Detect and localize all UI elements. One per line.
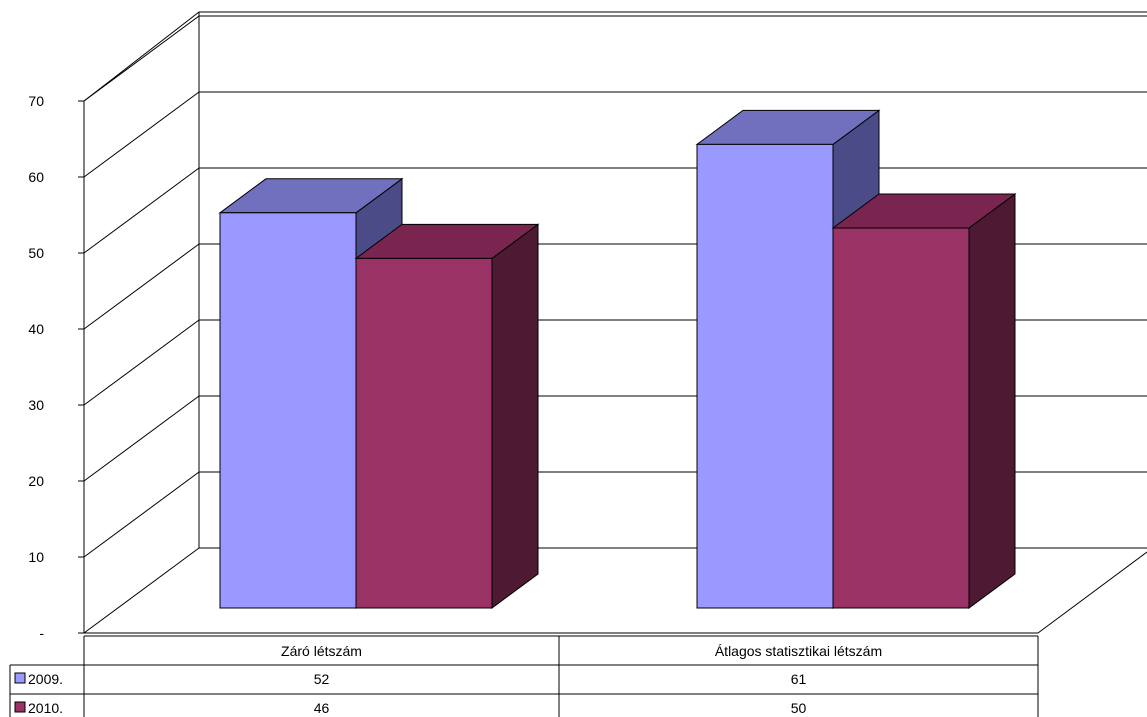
bar <box>219 212 357 609</box>
y-tick-label: 40 <box>28 321 44 337</box>
data-label: 46 <box>314 700 330 716</box>
bar <box>832 227 970 609</box>
y-tick-label: - <box>39 625 44 641</box>
gridline-side <box>83 15 200 102</box>
legend-label: 2009. <box>28 671 63 687</box>
legend-swatch <box>14 672 26 684</box>
bar-side <box>491 223 539 609</box>
gridline-side <box>83 167 200 254</box>
gridline-side <box>83 471 200 558</box>
floor-right-edge <box>1037 551 1147 634</box>
y-axis: - 10 20 30 40 50 60 70 <box>28 93 84 641</box>
bar-side <box>968 193 1016 609</box>
legend-swatch <box>14 701 26 713</box>
data-label: 52 <box>314 671 330 687</box>
bar <box>355 257 493 609</box>
category-label: Átlagos statisztikai létszám <box>715 643 882 659</box>
legend-label: 2010. <box>28 700 63 716</box>
gridline-side <box>83 243 200 330</box>
y-tick-label: 70 <box>28 93 44 109</box>
side-wall-top-edge <box>83 11 200 102</box>
chart-walls <box>83 11 1147 634</box>
gridline-side <box>83 319 200 406</box>
gridline-side <box>83 91 200 178</box>
y-tick-label: 60 <box>28 169 44 185</box>
data-label: 50 <box>791 700 807 716</box>
y-tick-label: 10 <box>28 549 44 565</box>
gridline-side <box>83 395 200 482</box>
gridline-side <box>83 547 200 634</box>
data-table: Záró létszám Átlagos statisztikai létszám… <box>9 635 1039 717</box>
bar <box>696 143 834 609</box>
y-tick-label: 20 <box>28 473 44 489</box>
y-tick-label: 50 <box>28 245 44 261</box>
y-tick-label: 30 <box>28 397 44 413</box>
bars <box>218 109 1017 609</box>
data-label: 61 <box>791 671 807 687</box>
category-label: Záró létszám <box>281 643 362 659</box>
